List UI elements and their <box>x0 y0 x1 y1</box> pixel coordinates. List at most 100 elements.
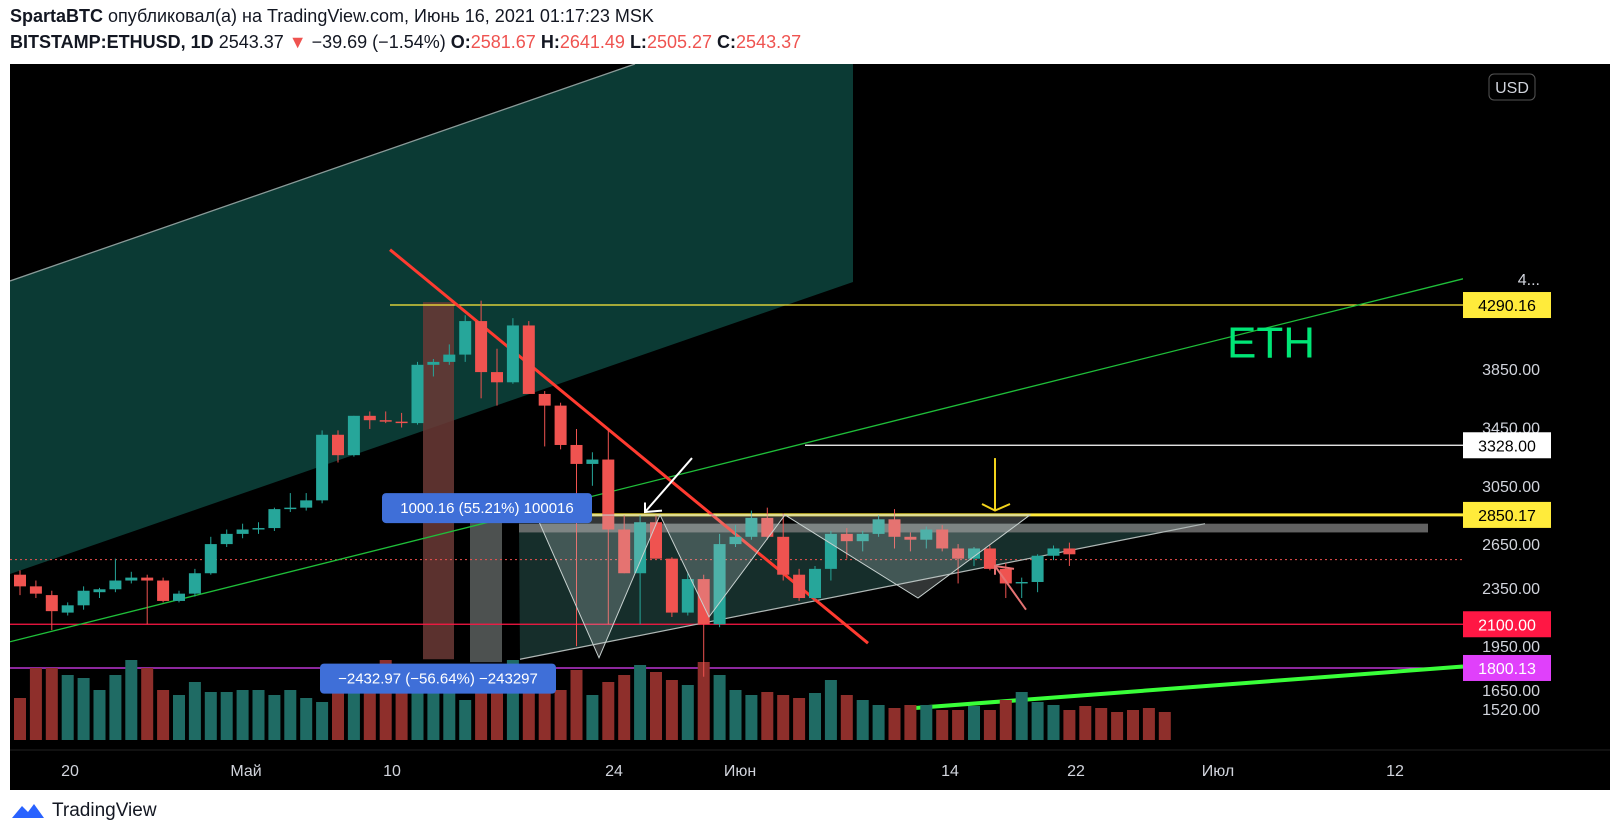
candle-body <box>888 519 901 537</box>
candle-body <box>173 593 185 601</box>
volume-bar <box>999 700 1012 740</box>
high-label: H: <box>540 32 560 52</box>
time-tick-label: Июл <box>1202 763 1234 780</box>
volume-bar <box>761 692 774 740</box>
volume-bar <box>840 695 853 740</box>
candle-body <box>618 529 631 574</box>
candle-body <box>45 595 58 612</box>
volume-bar <box>1047 705 1060 740</box>
volume-bar <box>856 700 869 740</box>
volume-bar <box>236 690 249 740</box>
candle-body <box>570 444 583 464</box>
volume-bar <box>188 682 201 740</box>
volume-bar <box>602 682 615 740</box>
candle-body <box>125 577 138 581</box>
candle-body <box>316 434 329 501</box>
volume-bar <box>936 710 949 740</box>
candle-body <box>475 321 488 373</box>
price-label-bg <box>1463 432 1551 459</box>
candle-body <box>29 586 42 594</box>
volume-bar <box>1158 712 1171 740</box>
time-tick-label: 10 <box>383 763 401 780</box>
price-tick-label: 1950.00 <box>1482 639 1540 656</box>
volume-bar <box>745 695 758 740</box>
volume-bar <box>268 695 281 740</box>
volume-bar <box>777 695 790 740</box>
candle-body <box>300 500 313 508</box>
volume-bar <box>1111 712 1124 740</box>
time-tick-label: Июн <box>724 763 756 780</box>
candle-body <box>1031 555 1044 582</box>
price-label: 2100.00 <box>1478 617 1536 634</box>
volume-bar <box>1015 692 1028 740</box>
candle-body <box>586 459 599 464</box>
long-term-trendline <box>904 664 1464 711</box>
triangle-lower-line <box>519 523 1206 660</box>
price-chart[interactable]: 1000.16 (55.21%) 100016 −2432.97 (−56.64%… <box>10 64 1610 790</box>
candle-body <box>936 529 949 549</box>
candle-body <box>809 568 821 599</box>
candle-body <box>109 580 122 590</box>
ohlc-legend: BITSTAMP:ETHUSD, 1D 2543.37 ▼ −39.69 (−1… <box>10 32 801 53</box>
price-tick-label: 3850.00 <box>1482 362 1540 379</box>
volume-bar <box>586 695 599 740</box>
candle-body <box>952 548 965 559</box>
volume-bar <box>347 688 360 740</box>
candle-body <box>379 420 392 422</box>
candle-body <box>204 544 217 574</box>
candle-body <box>1063 548 1076 555</box>
volume-bar <box>141 668 154 740</box>
publish-info: SpartaBTC опубликовал(а) на TradingView.… <box>10 6 654 27</box>
candle-body <box>856 533 869 542</box>
red-arrow-head-icon <box>994 564 1015 575</box>
resistance-trendline <box>389 248 869 645</box>
close-value: 2543.37 <box>736 32 802 52</box>
candle-body <box>904 536 917 540</box>
eth-annotation: ETH <box>1227 319 1315 368</box>
volume-bar <box>570 670 583 740</box>
symbol-label: BITSTAMP:ETHUSD, 1D <box>10 32 214 52</box>
volume-bar <box>1079 706 1092 740</box>
price-tick-label: 2350.00 <box>1482 581 1540 598</box>
volume-bar <box>920 705 933 740</box>
candle-body <box>538 393 551 406</box>
resistance-zone <box>519 523 1428 533</box>
candle-body <box>443 354 456 362</box>
candle-body <box>61 605 74 613</box>
volume-bar <box>538 684 551 740</box>
volume-bar <box>983 710 996 740</box>
candle-body <box>236 529 249 534</box>
low-value: 2505.27 <box>646 32 713 52</box>
volume-bar <box>650 672 662 740</box>
candle-body <box>77 590 90 606</box>
volume-bar <box>697 662 710 740</box>
candle-body <box>665 558 678 613</box>
volume-bar <box>809 693 821 740</box>
candle-body <box>968 548 980 559</box>
price-tick-label: 3050.00 <box>1482 479 1540 496</box>
candle-body <box>411 364 424 424</box>
close-label: C: <box>717 32 737 52</box>
candle-body <box>395 421 408 424</box>
author-name[interactable]: SpartaBTC <box>10 6 104 26</box>
price-label-bg <box>1463 611 1551 638</box>
candle-body <box>427 361 440 365</box>
high-value: 2641.49 <box>559 32 625 52</box>
pattern-triangles <box>535 513 1032 660</box>
volume-bar <box>109 675 122 740</box>
price-label-bg <box>1463 501 1551 528</box>
volume-bar <box>729 690 742 740</box>
currency-badge-bg <box>1488 73 1536 101</box>
footer-brand[interactable]: TradingView <box>10 796 157 826</box>
candle-body <box>920 529 933 540</box>
time-tick-label: 22 <box>1067 763 1085 780</box>
open-label: O: <box>450 32 471 52</box>
volume-bar <box>443 690 456 740</box>
price-label: 1800.13 <box>1478 661 1536 678</box>
volume-bar <box>252 690 265 740</box>
price-label: 3328.00 <box>1478 438 1536 455</box>
volume-bar <box>952 710 965 740</box>
time-tick-label: Май <box>230 763 261 780</box>
candle-body <box>554 405 567 445</box>
volume-bar <box>475 680 488 740</box>
